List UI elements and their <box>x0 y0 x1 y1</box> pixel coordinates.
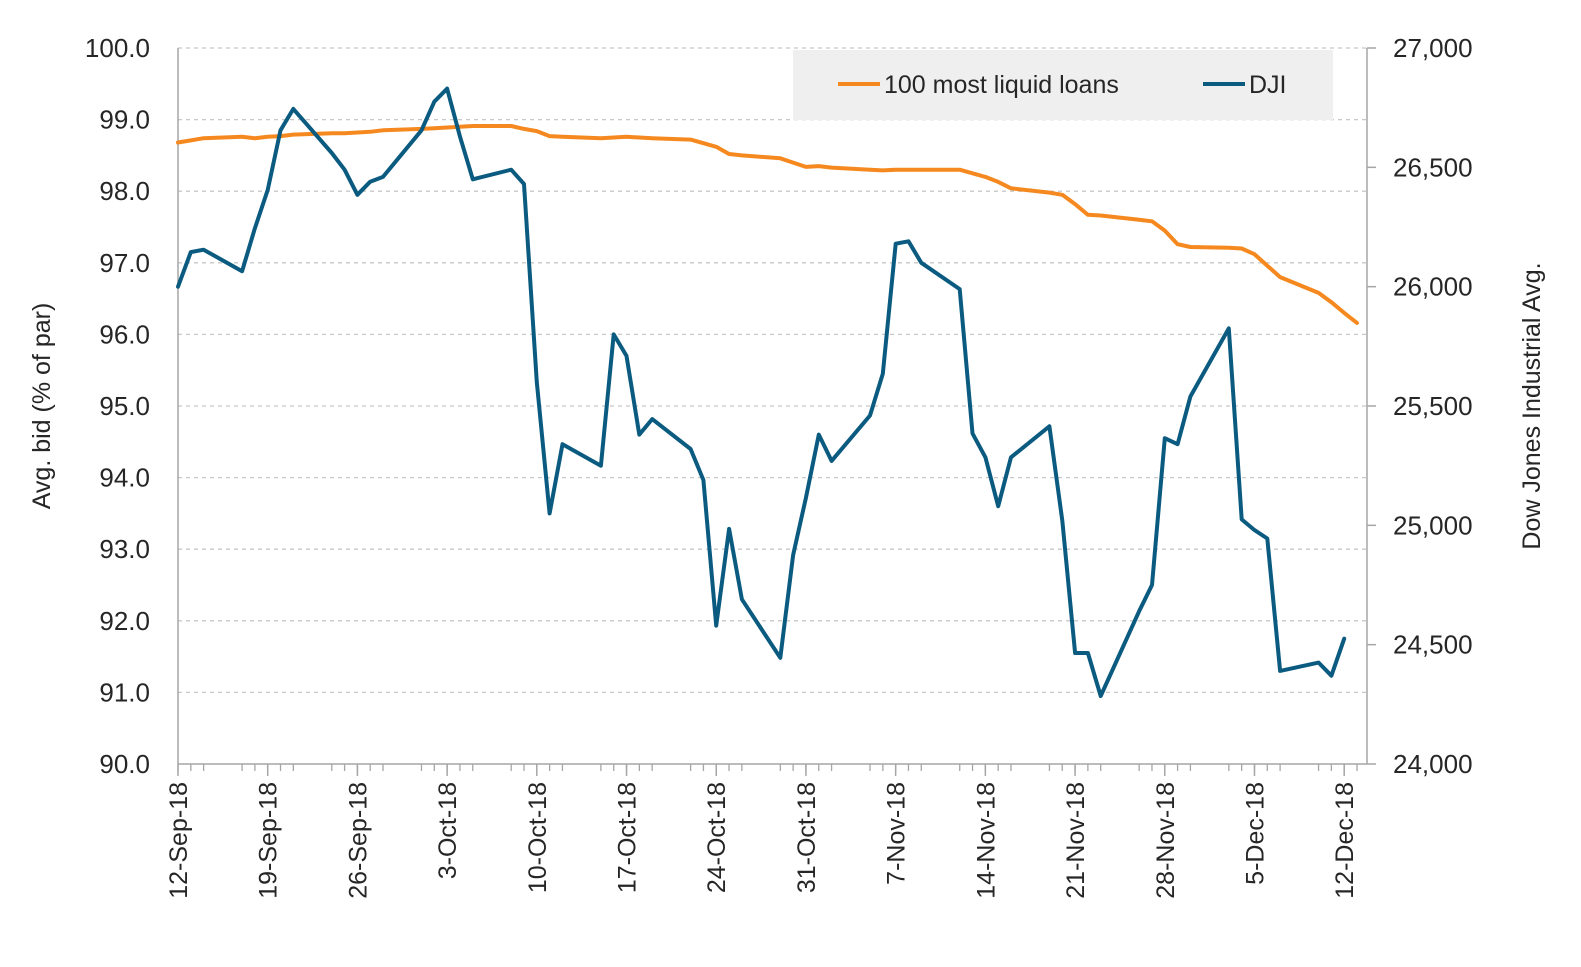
y-tick-label-left: 97.0 <box>99 248 150 278</box>
y-tick-label-right: 25,500 <box>1393 391 1473 421</box>
x-tick-label: 7-Nov-18 <box>883 782 911 885</box>
y-tick-label-left: 93.0 <box>99 534 150 564</box>
x-tick-label: 12-Sep-18 <box>165 782 193 899</box>
x-tick-label: 21-Nov-18 <box>1062 782 1090 899</box>
y-tick-label-left: 91.0 <box>99 677 150 707</box>
gridlines <box>178 47 1367 694</box>
x-tick-label: 14-Nov-18 <box>972 782 1000 899</box>
x-tick-label: 28-Nov-18 <box>1152 782 1180 899</box>
legend-label-loans: 100 most liquid loans <box>884 71 1119 99</box>
y-tick-label-left: 99.0 <box>99 105 150 135</box>
y-tick-label-left: 100.0 <box>85 33 150 63</box>
y-axis-title-right: Dow Jones Industrial Avg. <box>1518 262 1546 549</box>
x-tick-label: 19-Sep-18 <box>255 782 283 899</box>
series-line-dji <box>176 86 1347 698</box>
series-line-loans <box>176 124 1359 325</box>
y-axis-title-left: Avg. bid (% of par) <box>28 303 56 510</box>
legend: 100 most liquid loans DJI <box>793 50 1333 120</box>
x-tick-label: 3-Oct-18 <box>434 782 462 879</box>
axes: 90.0 91.0 92.0 93.0 94.0 95.0 96.0 97.0 98.0 99.0… <box>85 33 1473 899</box>
y-tick-label-right: 25,000 <box>1393 510 1473 540</box>
x-tick-label: 5-Dec-18 <box>1241 782 1269 885</box>
legend-label-dji: DJI <box>1249 71 1287 99</box>
y-tick-label-right: 26,500 <box>1393 152 1473 182</box>
y-tick-label-left: 94.0 <box>99 463 150 493</box>
y-tick-label-left: 95.0 <box>99 391 150 421</box>
series <box>176 86 1359 698</box>
x-tick-label: 10-Oct-18 <box>524 782 552 893</box>
y-tick-label-right: 27,000 <box>1393 33 1473 63</box>
x-tick-label: 17-Oct-18 <box>614 782 642 893</box>
y-tick-label-left: 96.0 <box>99 319 150 349</box>
y-tick-label-right: 24,000 <box>1393 749 1473 779</box>
y-tick-label-left: 92.0 <box>99 606 150 636</box>
x-tick-label: 26-Sep-18 <box>344 782 372 899</box>
y-tick-label-left: 98.0 <box>99 176 150 206</box>
y-tick-label-right: 24,500 <box>1393 630 1473 660</box>
x-tick-label: 12-Dec-18 <box>1331 782 1359 899</box>
y-tick-label-left: 90.0 <box>99 749 150 779</box>
x-tick-label: 31-Oct-18 <box>793 782 821 893</box>
x-tick-label: 24-Oct-18 <box>703 782 731 893</box>
y-tick-label-right: 26,000 <box>1393 272 1473 302</box>
